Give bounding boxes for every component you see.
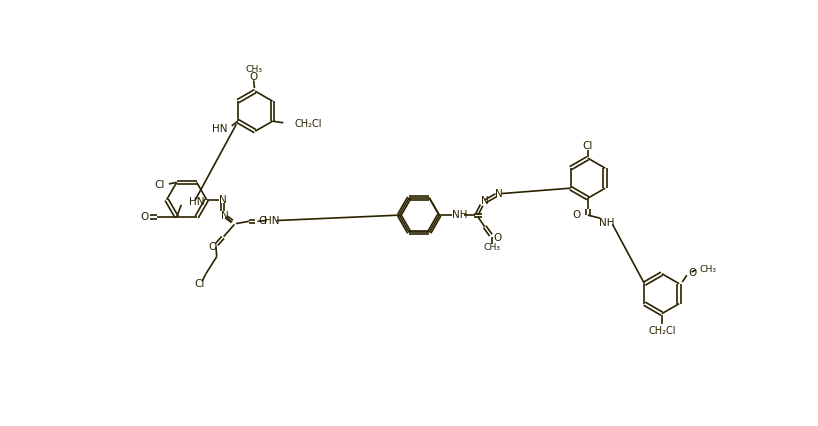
Text: CH₃: CH₃ xyxy=(245,65,263,74)
Text: Cl: Cl xyxy=(154,181,164,190)
Text: NH: NH xyxy=(599,218,614,228)
Text: O: O xyxy=(493,233,502,243)
Text: O: O xyxy=(208,242,216,253)
Text: Cl: Cl xyxy=(195,279,205,289)
Text: O: O xyxy=(140,212,148,222)
Text: O: O xyxy=(249,72,258,82)
Text: CH₃: CH₃ xyxy=(483,243,500,252)
Text: O: O xyxy=(689,268,697,278)
Text: NH: NH xyxy=(452,210,467,220)
Text: N: N xyxy=(219,195,227,205)
Text: O: O xyxy=(258,216,267,226)
Text: N: N xyxy=(481,196,488,206)
Text: N: N xyxy=(496,189,503,199)
Text: HN: HN xyxy=(263,216,279,225)
Text: CH₃: CH₃ xyxy=(699,265,716,274)
Text: N: N xyxy=(221,211,228,221)
Text: CH₂Cl: CH₂Cl xyxy=(294,119,321,129)
Text: O: O xyxy=(572,210,580,220)
Text: HN: HN xyxy=(189,197,204,207)
Text: Cl: Cl xyxy=(582,141,593,151)
Text: CH₂Cl: CH₂Cl xyxy=(648,325,676,336)
Text: HN: HN xyxy=(212,124,227,134)
